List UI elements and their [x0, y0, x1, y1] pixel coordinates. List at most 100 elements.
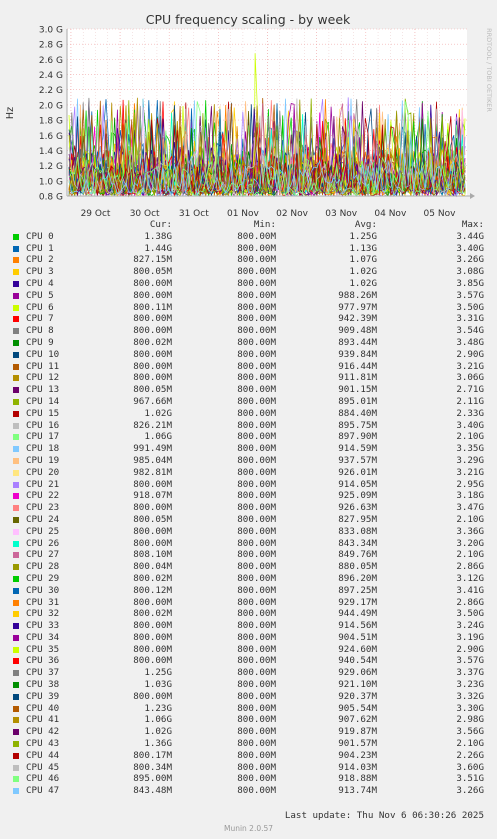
- legend-row: CPU 34 800.00M 800.00M 904.51M 3.19G: [0, 632, 497, 644]
- legend-cur: 1.25G: [144, 667, 172, 679]
- legend-cur: 800.00M: [133, 325, 172, 337]
- legend-name: CPU 20: [26, 466, 60, 478]
- legend-swatch: [13, 788, 19, 795]
- legend-cur: 1.36G: [144, 738, 172, 750]
- legend-row: CPU 45 800.34M 800.00M 914.03M 3.60G: [0, 762, 497, 774]
- y-tick-label: 1.8 G: [39, 117, 63, 127]
- legend-avg: 944.49M: [338, 608, 377, 620]
- legend-min: 800.00M: [237, 690, 276, 702]
- legend-swatch: [13, 257, 19, 264]
- legend-max: 3.57G: [456, 655, 484, 667]
- legend-avg: 914.56M: [338, 620, 377, 632]
- legend-max: 2.86G: [456, 596, 484, 608]
- legend-avg: 925.09M: [338, 490, 377, 502]
- legend-avg: 913.74M: [338, 785, 377, 797]
- legend-name: CPU 1: [26, 242, 54, 254]
- legend-name: CPU 4: [26, 277, 54, 289]
- legend-header: Cur: Min: Avg: Max:: [0, 219, 497, 231]
- legend-avg: 911.81M: [338, 372, 377, 384]
- legend-name: CPU 31: [26, 596, 60, 608]
- legend-row: CPU 40 1.23G 800.00M 905.54M 3.30G: [0, 703, 497, 715]
- legend-swatch: [13, 729, 19, 736]
- legend-swatch: [13, 516, 19, 523]
- legend-cur: 1.44G: [144, 242, 172, 254]
- legend-row: CPU 37 1.25G 800.00M 929.06M 3.37G: [0, 667, 497, 679]
- legend-cur: 800.02M: [133, 572, 172, 584]
- legend-max: 3.47G: [456, 502, 484, 514]
- legend-swatch: [13, 481, 19, 488]
- y-tick-label: 2.8 G: [39, 41, 63, 51]
- legend-row: CPU 44 800.17M 800.00M 904.23M 2.26G: [0, 750, 497, 762]
- legend-row: CPU 29 800.02M 800.00M 896.20M 3.12G: [0, 573, 497, 585]
- legend-max: 3.26G: [456, 254, 484, 266]
- legend-cur: 991.49M: [133, 443, 172, 455]
- legend-cur: 800.05M: [133, 384, 172, 396]
- legend-swatch: [13, 316, 19, 323]
- legend-cur: 800.00M: [133, 478, 172, 490]
- x-tick-label: 01 Nov: [227, 209, 260, 219]
- legend-row: CPU 10 800.00M 800.00M 939.84M 2.90G: [0, 349, 497, 361]
- legend-row: CPU 30 800.12M 800.00M 897.25M 3.41G: [0, 585, 497, 597]
- legend-avg: 909.48M: [338, 325, 377, 337]
- legend-cur: 1.03G: [144, 679, 172, 691]
- legend-cur: 895.00M: [133, 773, 172, 785]
- legend-name: CPU 36: [26, 655, 60, 667]
- legend-min: 800.00M: [237, 254, 276, 266]
- legend-avg: 920.37M: [338, 690, 377, 702]
- legend-min: 800.00M: [237, 537, 276, 549]
- legend-row: CPU 17 1.06G 800.00M 897.90M 2.10G: [0, 431, 497, 443]
- legend-row: CPU 7 800.00M 800.00M 942.39M 3.31G: [0, 313, 497, 325]
- legend-row: CPU 18 991.49M 800.00M 914.59M 3.35G: [0, 443, 497, 455]
- legend-cur: 800.00M: [133, 620, 172, 632]
- legend-name: CPU 11: [26, 360, 60, 372]
- legend-name: CPU 24: [26, 513, 60, 525]
- legend-max: 3.20G: [456, 537, 484, 549]
- legend-avg: 901.57M: [338, 738, 377, 750]
- legend-max: 3.36G: [456, 525, 484, 537]
- legend-name: CPU 9: [26, 336, 54, 348]
- legend-avg: 940.54M: [338, 655, 377, 667]
- legend-avg: 942.39M: [338, 313, 377, 325]
- x-tick-label: 03 Nov: [325, 209, 358, 219]
- legend-avg: 929.17M: [338, 596, 377, 608]
- legend-rows: CPU 0 1.38G 800.00M 1.25G 3.44G CPU 1 1.44G 800…: [0, 231, 497, 797]
- legend-avg: 1.13G: [349, 242, 377, 254]
- legend-row: CPU 11 800.00M 800.00M 916.44M 3.21G: [0, 361, 497, 373]
- legend-name: CPU 18: [26, 443, 60, 455]
- legend-max: 2.26G: [456, 749, 484, 761]
- legend-swatch: [13, 764, 19, 771]
- legend-min: 800.00M: [237, 372, 276, 384]
- legend-max: 2.10G: [456, 431, 484, 443]
- legend-avg: 833.08M: [338, 525, 377, 537]
- x-ticks: 29 Oct 30 Oct 31 Oct 01 Nov 02 Nov 03 Nov 04 N…: [81, 209, 457, 219]
- legend-cur: 800.00M: [133, 690, 172, 702]
- y-tick-label: 2.0 G: [39, 101, 63, 111]
- legend-cur: 1.02G: [144, 726, 172, 738]
- y-tick-label: 0.8 G: [39, 193, 63, 203]
- legend-swatch: [13, 304, 19, 311]
- header-avg: Avg:: [354, 219, 377, 230]
- legend-row: CPU 47 843.48M 800.00M 913.74M 3.26G: [0, 785, 497, 797]
- legend-swatch: [13, 670, 19, 677]
- legend-row: CPU 21 800.00M 800.00M 914.05M 2.95G: [0, 479, 497, 491]
- legend-name: CPU 15: [26, 407, 60, 419]
- legend-cur: 800.11M: [133, 301, 172, 313]
- legend-cur: 827.15M: [133, 254, 172, 266]
- y-tick-label: 1.0 G: [39, 177, 63, 187]
- legend-cur: 800.00M: [133, 631, 172, 643]
- legend-avg: 924.60M: [338, 643, 377, 655]
- legend-row: CPU 26 800.00M 800.00M 843.34M 3.20G: [0, 538, 497, 550]
- legend-avg: 1.02G: [349, 277, 377, 289]
- legend-row: CPU 31 800.00M 800.00M 929.17M 2.86G: [0, 597, 497, 609]
- legend-row: CPU 42 1.02G 800.00M 919.87M 3.56G: [0, 726, 497, 738]
- legend-name: CPU 33: [26, 620, 60, 632]
- legend-name: CPU 10: [26, 348, 60, 360]
- legend-row: CPU 33 800.00M 800.00M 914.56M 3.24G: [0, 620, 497, 632]
- legend-min: 800.00M: [237, 608, 276, 620]
- legend-name: CPU 0: [26, 230, 54, 242]
- legend-swatch: [13, 387, 19, 394]
- legend-avg: 827.95M: [338, 513, 377, 525]
- legend-avg: 977.97M: [338, 301, 377, 313]
- legend-cur: 985.04M: [133, 454, 172, 466]
- legend-swatch: [13, 587, 19, 594]
